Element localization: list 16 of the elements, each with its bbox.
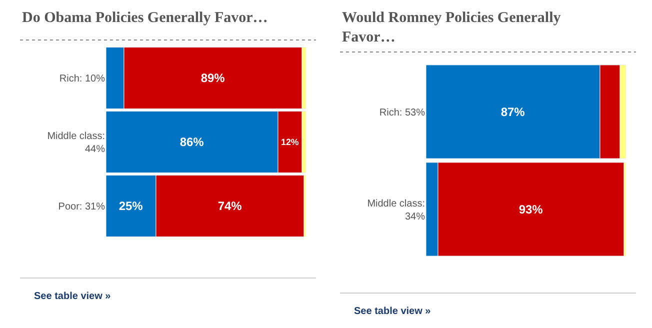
text: See table view »: [34, 291, 112, 302]
chart-title: Would Romney Policies Generally Favor…: [342, 10, 562, 46]
y-tick-label: Poor: 31%: [58, 202, 106, 212]
y-tick-label: Middle class: 34%: [367, 198, 426, 222]
data-label: 89%: [200, 71, 226, 85]
data-label: 93%: [518, 202, 544, 216]
chart-title: Do Obama Policies Generally Favor…: [22, 10, 268, 26]
text: See table view »: [354, 306, 432, 317]
data-label: 86%: [180, 135, 204, 149]
y-tick-label: Rich: 10%: [59, 74, 106, 84]
y-tick-label: Middle class: 44%: [47, 131, 106, 155]
data-label: 25%: [118, 199, 144, 213]
data-label: 12%: [281, 136, 299, 147]
data-label: 74%: [218, 199, 242, 213]
data-label: 87%: [500, 104, 526, 119]
y-tick-label: Rich: 53%: [379, 107, 426, 118]
